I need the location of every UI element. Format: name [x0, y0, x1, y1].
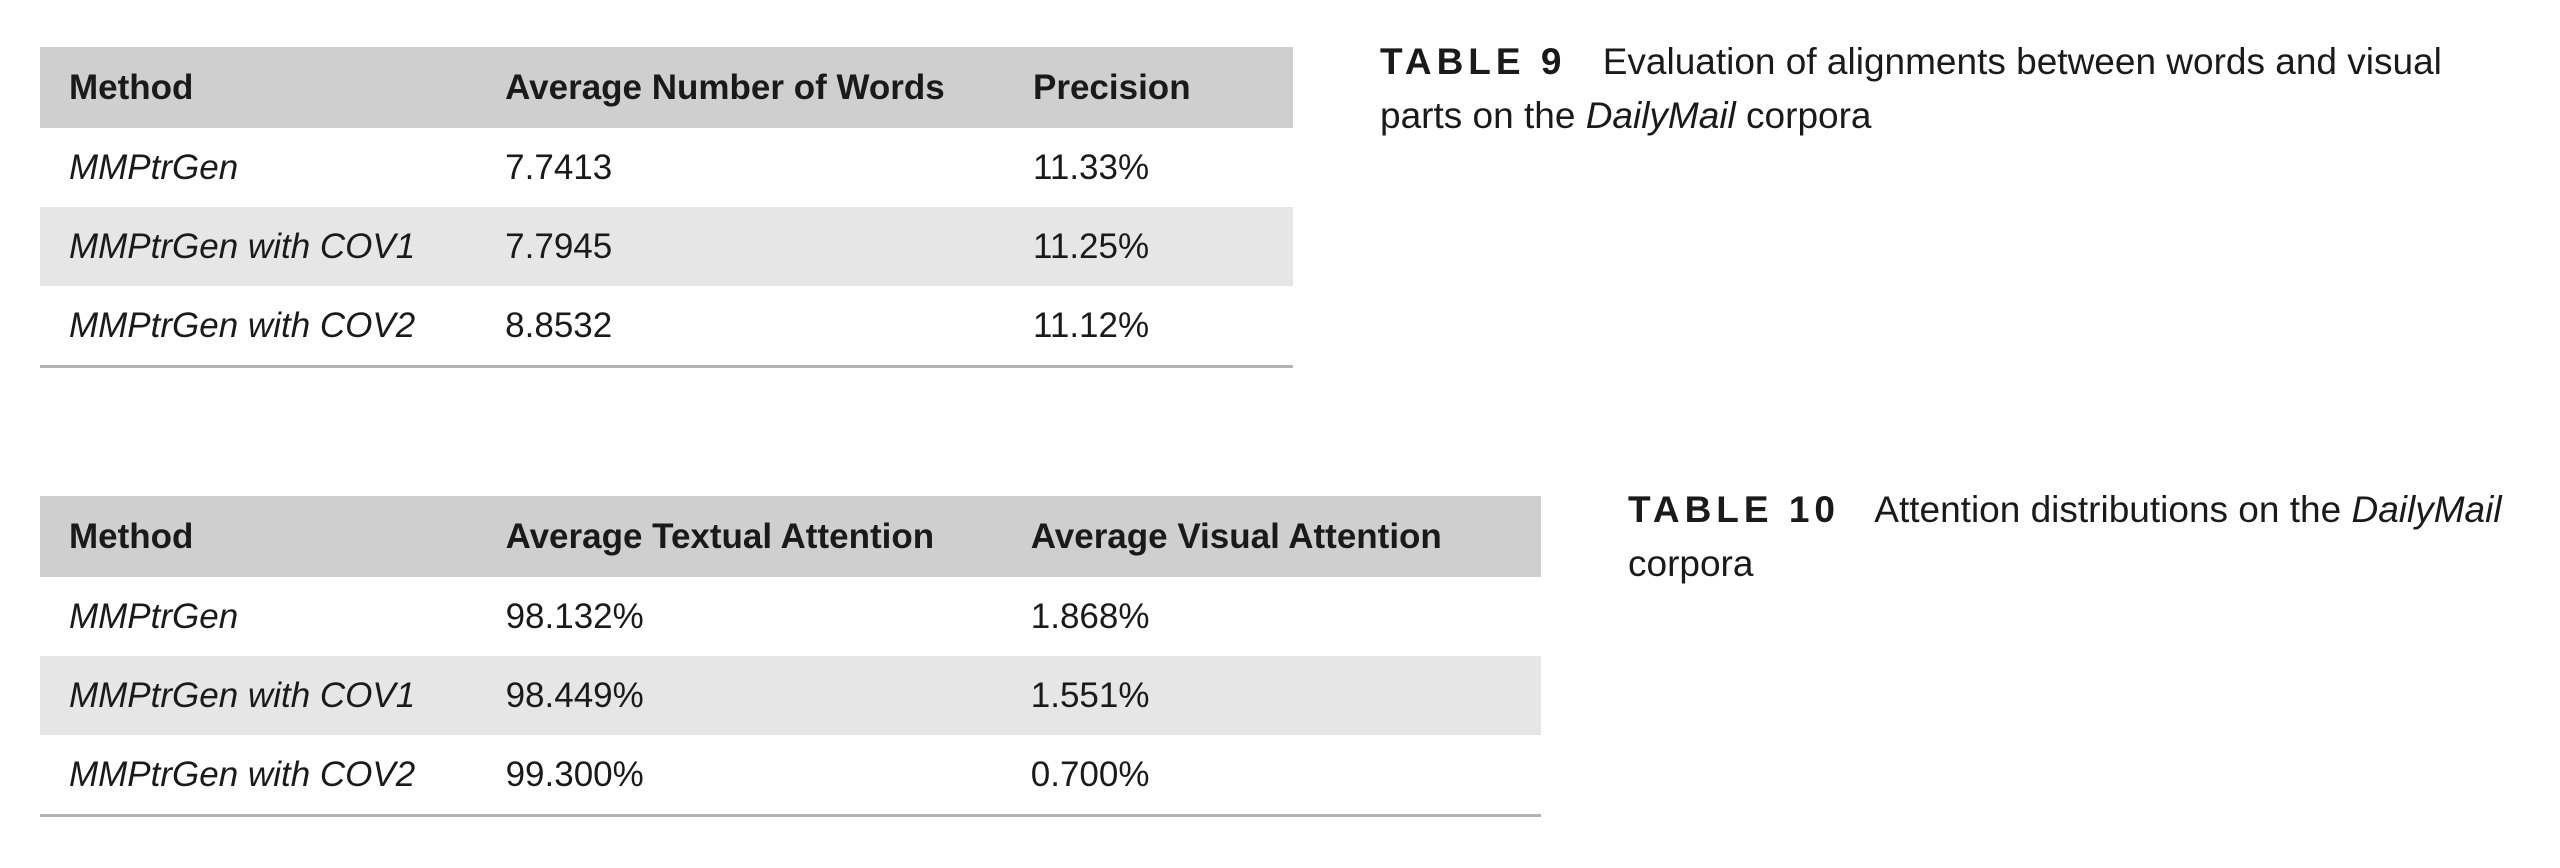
table-row: MMPtrGen 98.132% 1.868%	[40, 577, 1541, 656]
precision-cell: 11.25%	[1004, 207, 1293, 286]
average-visual-attention-cell: 1.868%	[1030, 596, 1150, 636]
table-10-caption-label: TABLE 10	[1628, 489, 1841, 530]
table-header-row: Method Average Textual Attention Average…	[40, 496, 1541, 577]
table-10: Method Average Textual Attention Average…	[40, 496, 1541, 817]
average-number-of-words-cell: 8.8532	[476, 286, 1004, 368]
average-textual-attention-cell: 98.132%	[505, 596, 644, 636]
column-header-method: Method	[40, 47, 477, 128]
table-10-caption: TABLE 10 Attention distributions on the …	[1628, 483, 2528, 591]
table-9-caption-corpus-name: DailyMail	[1585, 95, 1736, 136]
table-row: MMPtrGen 7.7413 11.33%	[40, 128, 1293, 207]
table-9-caption-text: Evaluation of alignments between words a…	[1380, 41, 2442, 136]
average-textual-attention-cell: 98.449%	[476, 656, 1002, 735]
table-10-caption-corpus-name: DailyMail	[2351, 489, 2502, 530]
average-visual-attention-cell: 0.700%	[1001, 735, 1541, 817]
precision-cell: 11.33%	[1033, 147, 1150, 187]
method-cell: MMPtrGen	[69, 147, 239, 187]
table-9-caption: TABLE 9 Evaluation of alignments between…	[1380, 35, 2520, 143]
average-textual-attention-cell: 99.300%	[476, 735, 1002, 817]
table-row: MMPtrGen with COV1 7.7945 11.25%	[40, 207, 1293, 286]
table-row: MMPtrGen with COV2 99.300% 0.700%	[40, 735, 1541, 817]
method-cell: MMPtrGen with COV2	[40, 735, 477, 817]
precision-cell: 11.12%	[1004, 286, 1293, 368]
method-cell: MMPtrGen with COV1	[40, 656, 477, 735]
column-header-average-number-of-words: Average Number of Words	[476, 47, 1004, 128]
average-visual-attention-cell: 1.551%	[1001, 656, 1541, 735]
method-cell: MMPtrGen with COV1	[40, 207, 477, 286]
column-header-average-visual-attention: Average Visual Attention	[1001, 496, 1541, 577]
average-number-of-words-cell: 7.7413	[505, 147, 613, 187]
table-header-row: Method Average Number of Words Precision	[40, 47, 1293, 128]
average-number-of-words-cell: 7.7945	[476, 207, 1004, 286]
column-header-average-textual-attention: Average Textual Attention	[476, 496, 1002, 577]
column-header-method: Method	[40, 496, 477, 577]
table-9-caption-label: TABLE 9	[1380, 41, 1567, 82]
table-9: Method Average Number of Words Precision…	[40, 47, 1293, 368]
column-header-precision: Precision	[1004, 47, 1293, 128]
table-10-caption-text-end: corpora	[1628, 543, 1754, 584]
table-row: MMPtrGen with COV1 98.449% 1.551%	[40, 656, 1541, 735]
table-row: MMPtrGen with COV2 8.8532 11.12%	[40, 286, 1293, 368]
method-cell: MMPtrGen	[69, 596, 239, 636]
table-9-caption-text-end: corpora	[1746, 95, 1872, 136]
table-10-caption-text: Attention distributions on the	[1874, 489, 2342, 530]
method-cell: MMPtrGen with COV2	[40, 286, 477, 368]
